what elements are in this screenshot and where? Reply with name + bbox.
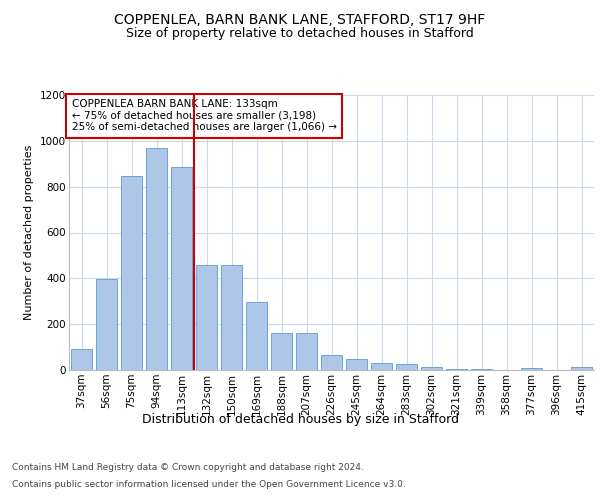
Text: COPPENLEA BARN BANK LANE: 133sqm
← 75% of detached houses are smaller (3,198)
25: COPPENLEA BARN BANK LANE: 133sqm ← 75% o… [71,99,337,132]
Bar [196,264,217,370]
Bar [221,264,242,370]
Bar [71,350,92,370]
Bar [171,167,192,370]
Bar [446,369,467,370]
Bar [146,148,167,370]
Text: COPPENLEA, BARN BANK LANE, STAFFORD, ST17 9HF: COPPENLEA, BARN BANK LANE, STAFFORD, ST1… [115,12,485,26]
Bar [421,366,442,370]
Bar [96,280,117,370]
Bar [271,334,292,370]
Text: Contains HM Land Registry data © Crown copyright and database right 2024.: Contains HM Land Registry data © Crown c… [12,462,364,471]
Bar [371,363,392,370]
Bar [471,369,492,370]
Text: Size of property relative to detached houses in Stafford: Size of property relative to detached ho… [126,28,474,40]
Bar [396,364,417,370]
Bar [246,302,267,370]
Bar [121,176,142,370]
Text: Contains public sector information licensed under the Open Government Licence v3: Contains public sector information licen… [12,480,406,489]
Y-axis label: Number of detached properties: Number of detached properties [25,145,34,320]
Bar [296,334,317,370]
Bar [521,368,542,370]
Bar [346,358,367,370]
Bar [321,355,342,370]
Bar [571,366,592,370]
Text: Distribution of detached houses by size in Stafford: Distribution of detached houses by size … [142,412,458,426]
